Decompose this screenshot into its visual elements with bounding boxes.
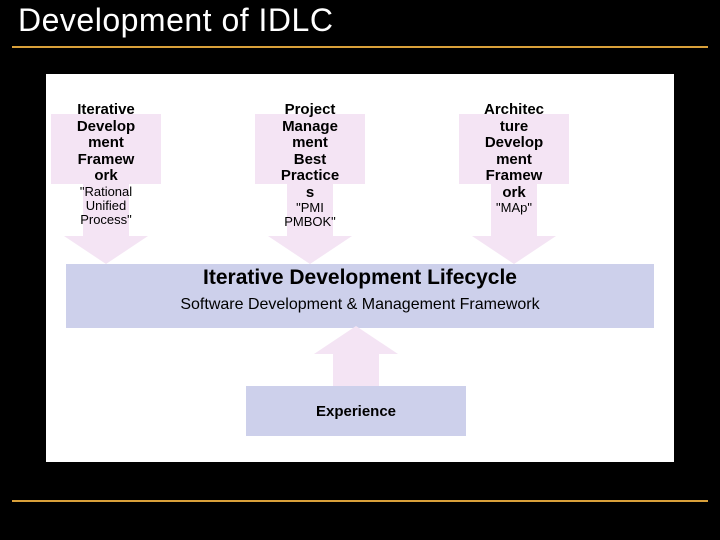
- label-arch-sub: "MAp": [454, 201, 574, 215]
- label-iterative-main: Iterative Develop ment Framew ork: [46, 102, 166, 185]
- label-iterative-sub: "Rational Unified Process": [46, 185, 166, 228]
- footer-line: [12, 500, 708, 502]
- label-experience: Experience: [316, 403, 396, 420]
- box-pm: Project Manage ment Best Practice s "PMI…: [250, 102, 370, 230]
- center-band: Iterative Development Lifecycle Software…: [66, 264, 654, 328]
- box-arch: Architec ture Develop ment Framew ork "M…: [454, 102, 574, 215]
- label-pm-main: Project Manage ment Best Practice s: [250, 102, 370, 201]
- page-title: Development of IDLC: [18, 2, 333, 39]
- label-pm-sub: "PMI PMBOK": [250, 201, 370, 230]
- center-line1: Iterative Development Lifecycle: [66, 266, 654, 290]
- label-arch-main: Architec ture Develop ment Framew ork: [454, 102, 574, 201]
- arrow-up-experience: [314, 326, 398, 386]
- diagram-canvas: Iterative Develop ment Framew ork "Ratio…: [46, 74, 674, 462]
- title-underline: [12, 46, 708, 48]
- slide: Development of IDLC Iterative Develop me…: [0, 0, 720, 540]
- center-line2: Software Development & Management Framew…: [66, 296, 654, 314]
- title-text: Development of IDLC: [18, 2, 333, 38]
- box-iterative: Iterative Develop ment Framew ork "Ratio…: [46, 102, 166, 227]
- box-experience: Experience: [246, 386, 466, 436]
